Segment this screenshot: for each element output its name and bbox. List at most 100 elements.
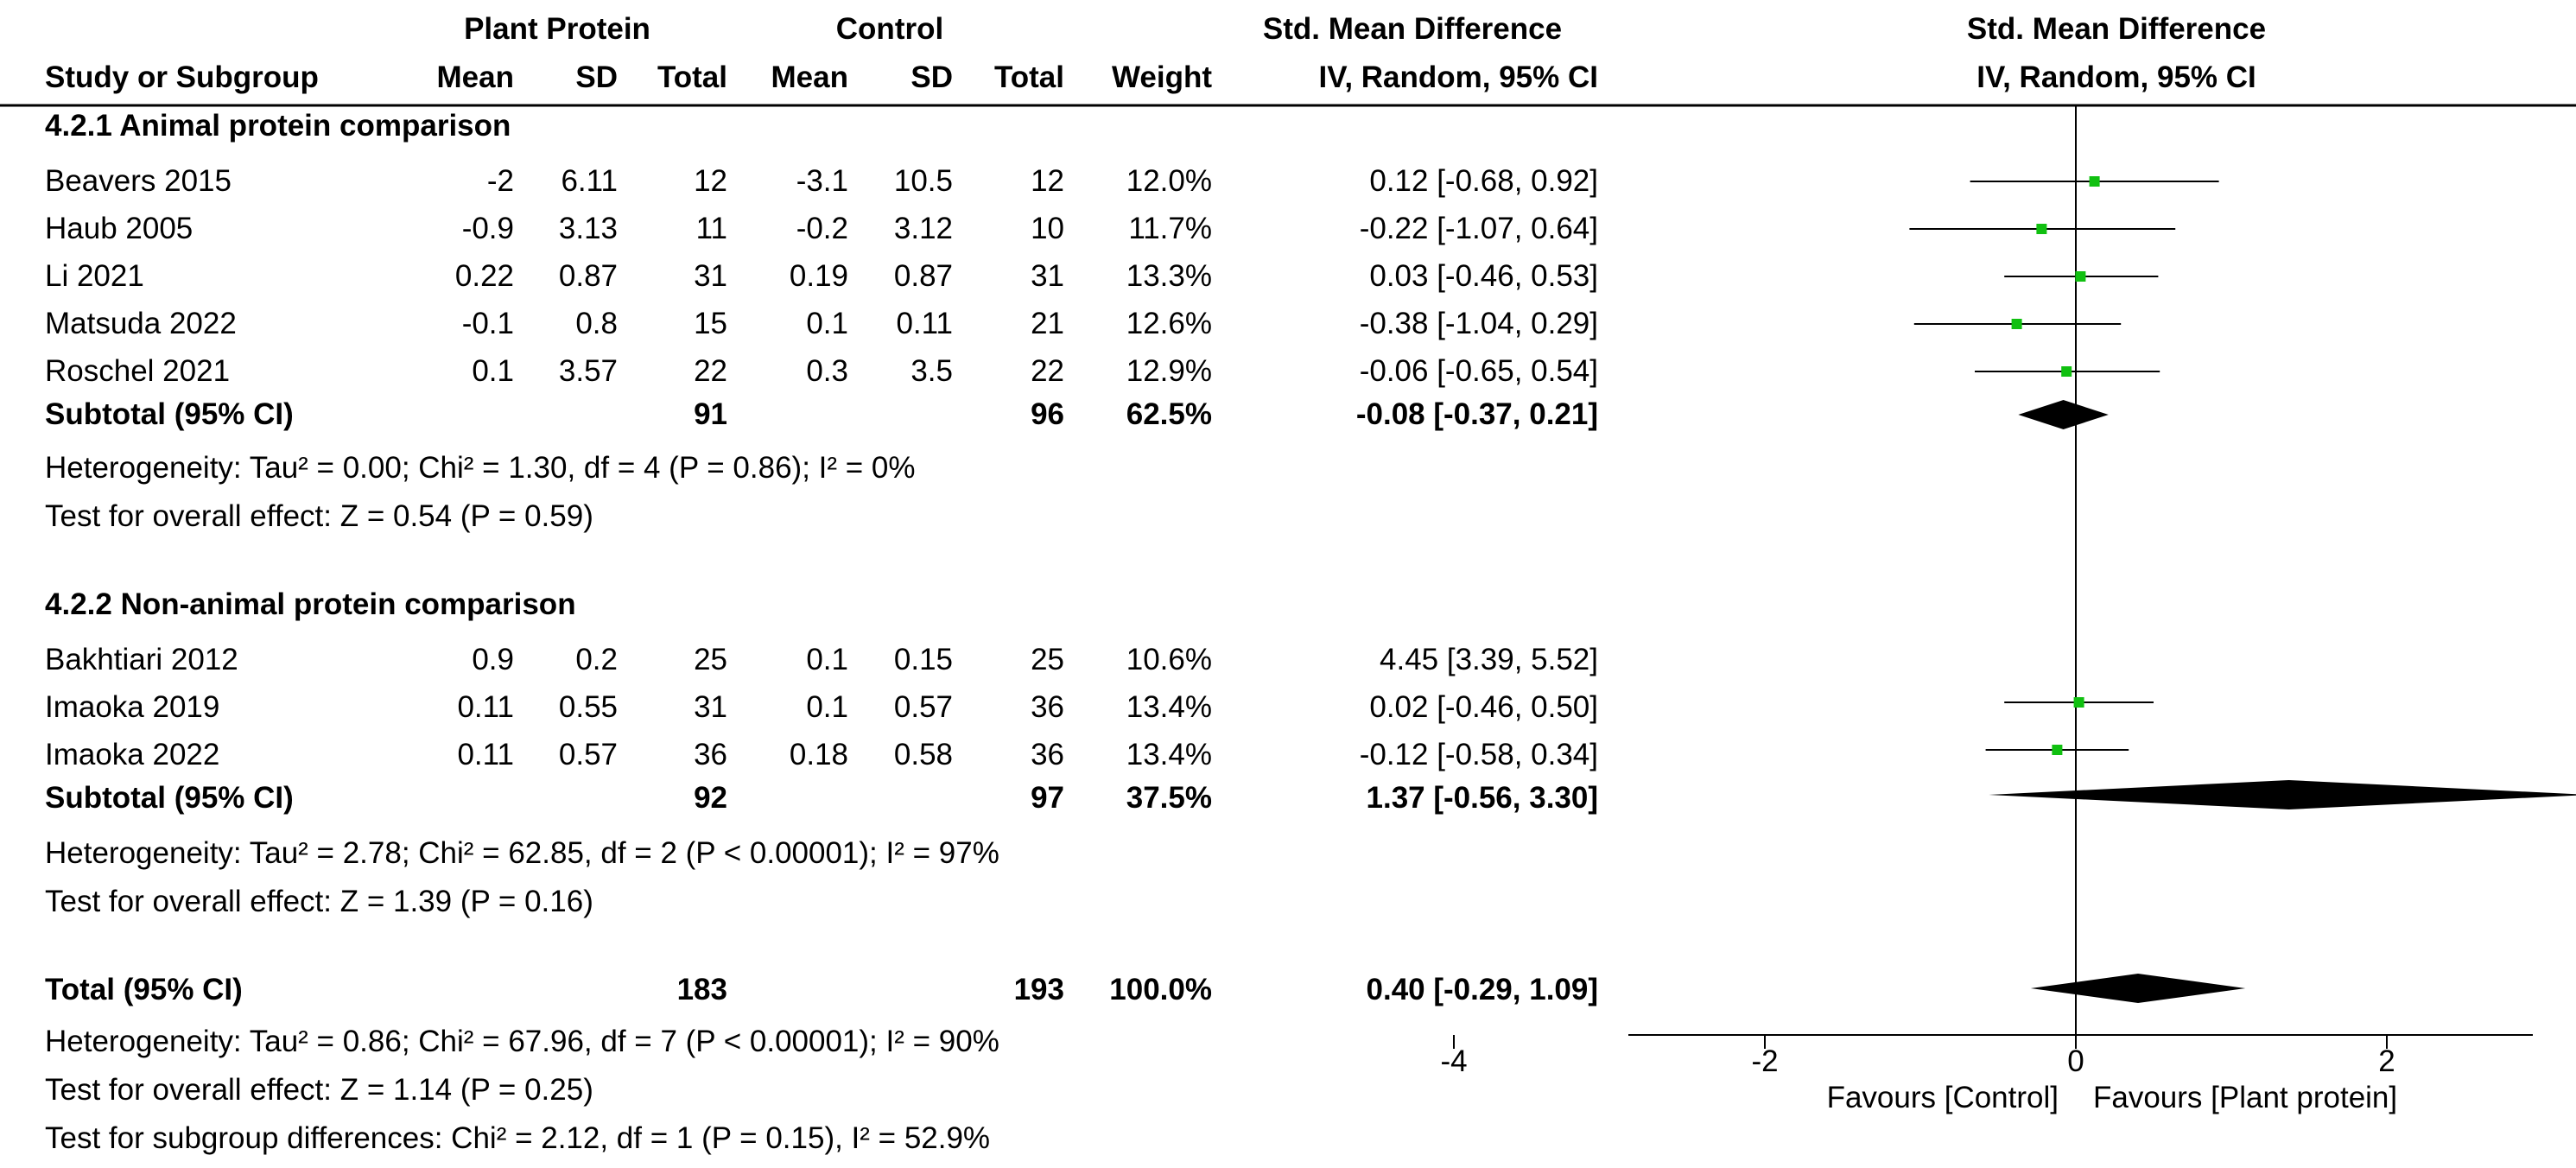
mean1-cell: 0.11 — [457, 738, 514, 771]
total-weight: 100.0% — [1109, 973, 1212, 1006]
col-total1-header: Total — [657, 60, 727, 94]
x-tick-label: -4 — [1440, 1044, 1467, 1078]
weight-cell: 10.6% — [1126, 643, 1212, 676]
total-label: Total (95% CI) — [45, 973, 243, 1006]
weight-cell: 13.3% — [1126, 259, 1212, 293]
weight-cell: 13.4% — [1126, 690, 1212, 724]
sd2-cell: 0.15 — [893, 643, 953, 676]
subgroup-title: 4.2.2 Non-animal protein comparison — [45, 587, 576, 621]
subtotal-weight: 62.5% — [1126, 397, 1212, 431]
ci-cell: -0.06 [-0.65, 0.54] — [1359, 354, 1598, 388]
study-name: Imaoka 2022 — [45, 738, 220, 771]
study-marker — [2011, 319, 2022, 329]
col-total2-header: Total — [993, 60, 1064, 94]
ci-cell: 0.02 [-0.46, 0.50] — [1369, 690, 1598, 724]
mean1-cell: -0.1 — [461, 307, 514, 340]
plot-title: Std. Mean Difference — [1966, 12, 2267, 46]
sd1-cell: 3.57 — [558, 354, 618, 388]
sd2-cell: 3.12 — [893, 212, 953, 245]
study-name: Roschel 2021 — [45, 354, 231, 388]
mean2-cell: 0.1 — [806, 307, 848, 340]
group2-header: Control — [835, 12, 944, 46]
sd1-cell: 6.11 — [561, 164, 618, 198]
study-name: Bakhtiari 2012 — [45, 643, 238, 676]
mean1-cell: 0.9 — [472, 643, 514, 676]
ci-cell: 0.12 [-0.68, 0.92] — [1369, 164, 1598, 198]
subtotal-ci: -0.08 [-0.37, 0.21] — [1355, 397, 1598, 431]
study-marker — [2052, 745, 2063, 755]
sd1-cell: 0.55 — [558, 690, 618, 724]
n1-cell: 11 — [695, 212, 727, 245]
n2-cell: 25 — [1031, 643, 1064, 676]
ci-cell: -0.12 [-0.58, 0.34] — [1359, 738, 1598, 771]
heterogeneity-text: Heterogeneity: Tau² = 0.86; Chi² = 67.96… — [45, 1025, 999, 1058]
n2-cell: 36 — [1031, 738, 1064, 771]
smd-header: Std. Mean Difference — [1262, 12, 1563, 46]
subgroup-differences-text: Test for subgroup differences: Chi² = 2.… — [45, 1121, 991, 1155]
col-study-header: Study or Subgroup — [45, 60, 319, 94]
n2-cell: 22 — [1031, 354, 1064, 388]
sd1-cell: 0.8 — [575, 307, 618, 340]
sd2-cell: 10.5 — [893, 164, 953, 198]
ci-cell: 4.45 [3.39, 5.52] — [1380, 643, 1598, 676]
mean1-cell: -2 — [486, 164, 514, 198]
study-marker — [2075, 271, 2086, 282]
study-marker — [2036, 224, 2047, 234]
summary-diamond — [1989, 780, 2576, 809]
sd2-cell: 3.5 — [910, 354, 953, 388]
overall-effect-text: Test for overall effect: Z = 1.39 (P = 0… — [45, 885, 593, 918]
ci-cell: 0.03 [-0.46, 0.53] — [1369, 259, 1598, 293]
subgroup-title: 4.2.1 Animal protein comparison — [45, 109, 511, 143]
subtotal-label: Subtotal (95% CI) — [45, 397, 294, 431]
subtotal-ci: 1.37 [-0.56, 3.30] — [1366, 781, 1599, 815]
x-tick-label: 2 — [2378, 1044, 2395, 1078]
study-marker — [2073, 697, 2084, 708]
mean2-cell: 0.1 — [806, 690, 848, 724]
total-n2: 193 — [1013, 973, 1064, 1006]
n1-cell: 22 — [694, 354, 727, 388]
subtotal-label: Subtotal (95% CI) — [45, 781, 294, 815]
mean2-cell: 0.3 — [806, 354, 848, 388]
mean2-cell: 0.19 — [789, 259, 848, 293]
subtotal-n1: 91 — [694, 397, 727, 431]
n1-cell: 36 — [694, 738, 727, 771]
favours-plant-label: Favours [Plant protein] — [2093, 1081, 2397, 1114]
mean1-cell: 0.11 — [457, 690, 514, 724]
mean1-cell: 0.22 — [454, 259, 514, 293]
mean2-cell: -3.1 — [796, 164, 848, 198]
n1-cell: 25 — [694, 643, 727, 676]
x-tick-label: 0 — [2067, 1044, 2084, 1078]
n2-cell: 36 — [1031, 690, 1064, 724]
study-name: Li 2021 — [45, 259, 144, 293]
weight-cell: 11.7% — [1128, 212, 1212, 245]
sd2-cell: 0.11 — [896, 307, 953, 340]
heterogeneity-text: Heterogeneity: Tau² = 0.00; Chi² = 1.30,… — [45, 451, 916, 485]
study-marker — [2089, 176, 2100, 187]
study-name: Matsuda 2022 — [45, 307, 237, 340]
ci-cell: -0.22 [-1.07, 0.64] — [1359, 212, 1598, 245]
n2-cell: 10 — [1031, 212, 1064, 245]
study-name: Imaoka 2019 — [45, 690, 220, 724]
summary-diamond — [2018, 400, 2109, 429]
sd1-cell: 0.87 — [558, 259, 618, 293]
study-name: Haub 2005 — [45, 212, 194, 245]
col-weight-header: Weight — [1111, 60, 1212, 94]
sd1-cell: 0.57 — [558, 738, 618, 771]
total-n1: 183 — [676, 973, 727, 1006]
n2-cell: 12 — [1031, 164, 1064, 198]
study-name: Beavers 2015 — [45, 164, 232, 198]
sd1-cell: 0.2 — [575, 643, 618, 676]
sd2-cell: 0.57 — [893, 690, 953, 724]
weight-cell: 12.0% — [1126, 164, 1212, 198]
n1-cell: 12 — [694, 164, 727, 198]
mean1-cell: -0.9 — [461, 212, 514, 245]
col-ci-header: IV, Random, 95% CI — [1318, 60, 1598, 94]
overall-effect-text: Test for overall effect: Z = 0.54 (P = 0… — [45, 499, 593, 533]
summary-diamond — [2030, 974, 2246, 1003]
plot-ci-header: IV, Random, 95% CI — [1976, 60, 2256, 94]
overall-effect-text: Test for overall effect: Z = 1.14 (P = 0… — [45, 1073, 593, 1107]
mean1-cell: 0.1 — [472, 354, 514, 388]
x-tick-label: -2 — [1751, 1044, 1778, 1078]
